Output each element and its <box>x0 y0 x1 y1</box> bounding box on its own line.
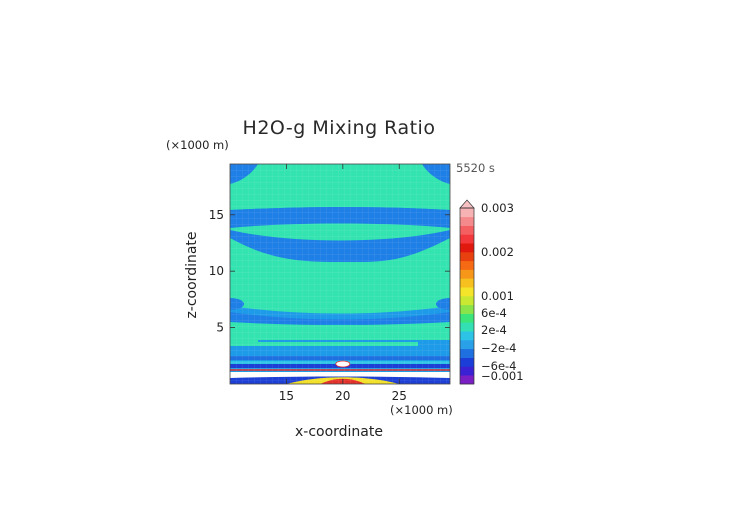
colorbar-tick-label: 0.001 <box>481 289 514 303</box>
colorbar-band <box>460 375 474 385</box>
colorbar-tick-label: −6e-4 <box>481 359 517 373</box>
colorbar-band <box>460 252 474 262</box>
chart-title: H2O-g Mixing Ratio <box>243 117 436 139</box>
colorbar-tick-label: 2e-4 <box>481 323 507 337</box>
x-axis-label: x-coordinate <box>295 424 383 440</box>
colorbar-band <box>460 357 474 367</box>
colorbar-band <box>460 208 474 218</box>
colorbar-tick-label: −2e-4 <box>481 341 517 355</box>
colorbar-band <box>460 340 474 350</box>
colorbar-band <box>460 234 474 244</box>
y-tick-label: 15 <box>209 208 224 222</box>
colorbar-band <box>460 331 474 341</box>
colorbar-tick-label: −0.001 <box>481 369 524 383</box>
colorbar-extend-top <box>459 199 475 209</box>
x-tick-label: 20 <box>335 389 350 403</box>
colorbar-band <box>460 296 474 306</box>
grid-overlay <box>230 164 450 384</box>
colorbar-tick-label: 6e-4 <box>481 306 507 320</box>
y-tick-label: 10 <box>209 264 224 278</box>
x-tick-label: 25 <box>392 389 407 403</box>
colorbar-tick-label: 0.002 <box>481 245 514 259</box>
x-axis-units: (×1000 m) <box>390 403 453 417</box>
colorbar-band <box>460 322 474 332</box>
y-axis-units: (×1000 m) <box>166 138 229 152</box>
colorbar-band <box>460 287 474 297</box>
colorbar-band <box>460 278 474 288</box>
y-ticks: 5 10 15 <box>209 208 450 335</box>
colorbar-tick-label: 0.003 <box>481 201 514 215</box>
colorbar-band <box>460 269 474 279</box>
y-tick-label: 5 <box>216 321 224 335</box>
colorbar-band <box>460 225 474 235</box>
x-tick-label: 15 <box>279 389 294 403</box>
y-axis-label: z-coordinate <box>184 231 200 318</box>
colorbar-band <box>460 348 474 358</box>
x-ticks: 15 20 25 <box>279 164 407 403</box>
colorbar-band <box>460 216 474 226</box>
colorbar-band <box>460 304 474 314</box>
time-label: 5520 s <box>456 161 495 175</box>
colorbar-band <box>460 313 474 323</box>
colorbar-band <box>460 366 474 376</box>
colorbar-band <box>460 260 474 270</box>
colorbar-band <box>460 243 474 253</box>
plot-frame <box>229 163 451 385</box>
colorbar-frame <box>459 207 475 385</box>
colorbar: 0.003 0.002 0.001 6e-4 2e-4 −2e-4 −6e-4−0.001 <box>459 199 524 385</box>
